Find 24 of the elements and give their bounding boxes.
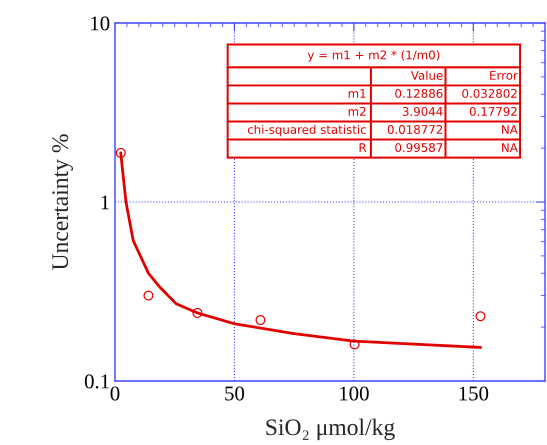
annotation: R [360,143,366,152]
annotation: 0.12886 [395,88,443,98]
x-tick-label: 100 [340,386,369,401]
annotation: 3.9044 [402,106,443,116]
x-tick-label: 0 [110,386,120,401]
annotation: Error [490,71,518,80]
annotation: chi-squared statistic [248,124,366,136]
y-tick-label: 10 [91,16,110,30]
annotation: 0.032802 [462,88,517,98]
y-tick-label: 0.1 [84,374,109,389]
annotation: 0.99587 [395,143,442,152]
annotation: m1 [348,89,366,98]
x-axis-title: SiO₂ μmol/kg [266,418,395,440]
annotation: NA [502,125,518,134]
x-tick-label: 150 [460,386,488,401]
annotation: m2 [348,106,366,116]
annotation: NA [502,143,518,152]
y-axis-title: Uncertainty % [52,134,73,270]
annotation: 0.17792 [470,106,517,116]
annotation: y = m1 + m2 * (1/m0) [308,50,440,62]
annotation: 0.018772 [388,125,442,134]
annotation: Value [410,70,443,80]
x-tick-label: 50 [225,386,244,401]
y-tick-label: 1 [102,195,109,210]
